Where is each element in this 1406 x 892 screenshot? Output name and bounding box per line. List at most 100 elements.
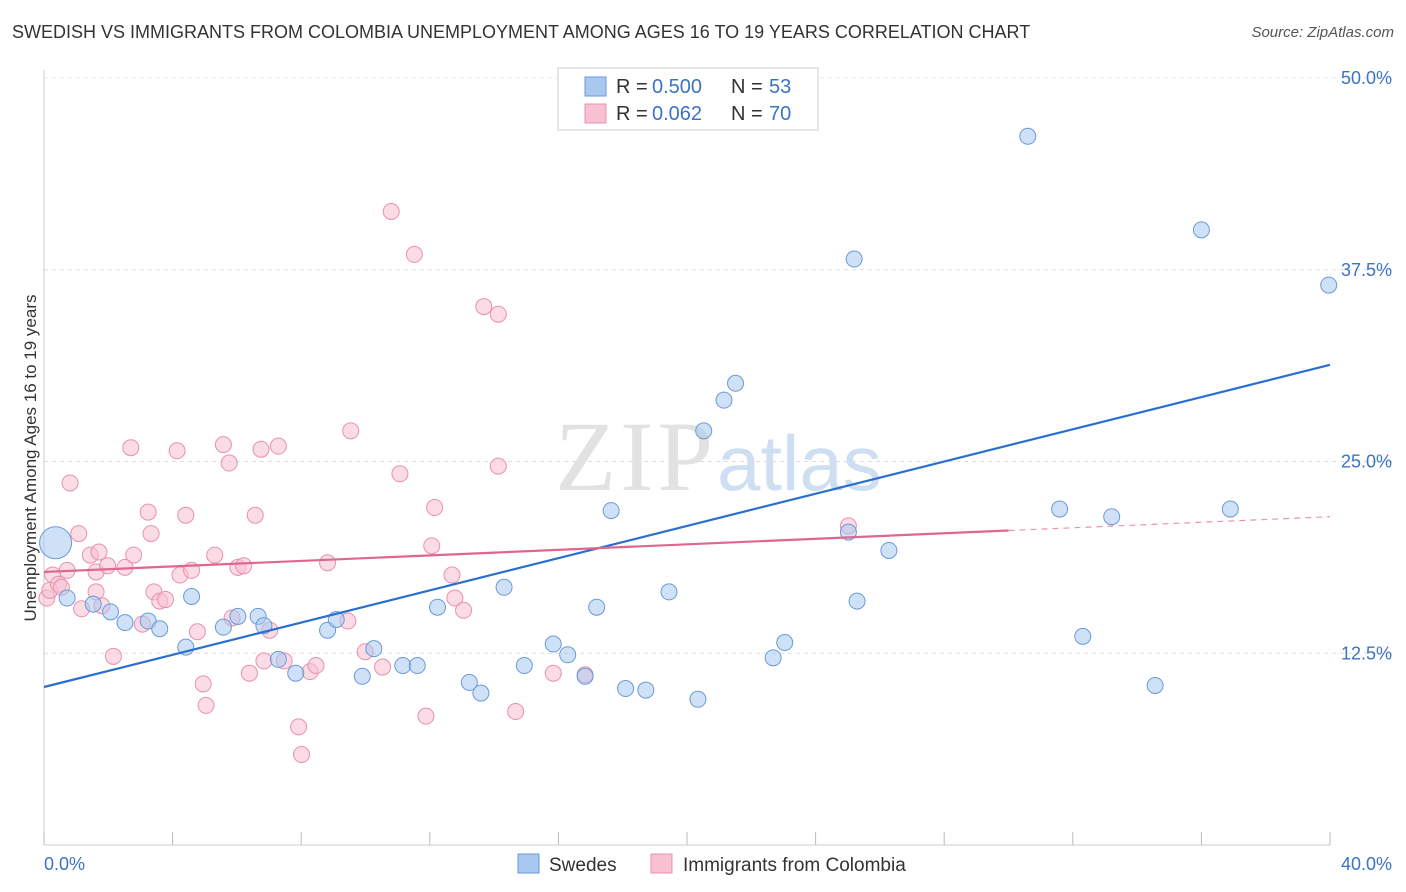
legend-swatch-swedes [584, 76, 607, 97]
swedes-point [845, 250, 863, 268]
colombia-point [307, 657, 325, 675]
swedes-point [588, 598, 606, 616]
x-tick-label-min: 0.0% [44, 854, 85, 874]
colombia-point [168, 442, 186, 460]
colombia-point [544, 664, 562, 682]
colombia-point [139, 503, 157, 521]
colombia-point [194, 675, 212, 693]
colombia-point [405, 245, 423, 263]
colombia-point [214, 436, 232, 454]
x-tick-label-max: 40.0% [1341, 854, 1392, 874]
swedes-point [287, 664, 305, 682]
legend-n-value-colombia: 70 [769, 103, 791, 125]
swedes-point [559, 646, 577, 664]
colombia-point [455, 601, 473, 619]
colombia-point [99, 557, 117, 575]
swedes-point [183, 587, 201, 605]
colombia-point [90, 543, 108, 561]
swedes-point [1192, 221, 1210, 239]
swedes-point [116, 614, 134, 632]
swedes-point [880, 541, 898, 559]
colombia-point [489, 305, 507, 323]
colombia-point [255, 652, 273, 670]
colombia-trend-extension [1008, 516, 1331, 532]
swedes-point [365, 640, 383, 658]
colombia-point [220, 454, 238, 472]
colombia-point [382, 202, 400, 220]
swedes-point [715, 391, 733, 409]
swedes-point [660, 583, 678, 601]
y-tick-label: 25.0% [1341, 452, 1392, 472]
colombia-point [104, 647, 122, 665]
swedes-point [637, 681, 655, 699]
colombia-point [61, 474, 79, 492]
legend-n-value-swedes: 53 [769, 76, 791, 98]
swedes-point [515, 657, 533, 675]
colombia-point [293, 745, 311, 763]
swedes-point [39, 526, 73, 560]
colombia-trend-line [43, 529, 1009, 574]
series-legend: Swedes Immigrants from Colombia [517, 853, 906, 876]
swedes-point [848, 592, 866, 610]
swedes-point [764, 649, 782, 667]
swedes-point [602, 502, 620, 520]
swedes-point [353, 667, 371, 685]
swedes-point [58, 589, 76, 607]
colombia-point [206, 546, 224, 564]
swedes-point [151, 620, 169, 638]
swedes-point [1320, 276, 1338, 294]
swedes-point [214, 618, 232, 636]
swedes-point [495, 578, 513, 596]
swedes-point [689, 690, 707, 708]
colombia-point [70, 525, 88, 543]
colombia-point [391, 465, 409, 483]
chart-source: Source: ZipAtlas.com [1251, 24, 1394, 41]
y-tick-label: 37.5% [1341, 260, 1392, 280]
legend-n-label-colombia: N = [731, 103, 763, 125]
colombia-point [246, 506, 264, 524]
colombia-point [269, 437, 287, 455]
swedes-point [544, 635, 562, 653]
colombia-point [235, 557, 253, 575]
legend-r-label-swedes: R = [616, 76, 648, 98]
bottom-legend-label-colombia: Immigrants from Colombia [683, 855, 906, 876]
swedes-point [472, 684, 490, 702]
colombia-point [374, 658, 392, 676]
swedes-point [394, 657, 412, 675]
colombia-point [443, 566, 461, 584]
swedes-point [1051, 500, 1069, 518]
colombia-point [290, 718, 308, 736]
legend-r-value-swedes: 0.500 [652, 76, 702, 98]
swedes-point [408, 657, 426, 675]
colombia-point [197, 696, 215, 714]
swedes-point [1103, 508, 1121, 526]
legend-n-label-swedes: N = [731, 76, 763, 98]
colombia-point [177, 506, 195, 524]
colombia-point [240, 664, 258, 682]
swedes-point [695, 422, 713, 440]
bottom-legend-swatch-colombia [650, 853, 673, 874]
watermark-zip: ZIP [555, 401, 717, 512]
trend-lines [43, 363, 1331, 689]
swedes-point [839, 523, 857, 541]
colombia-point [423, 537, 441, 555]
watermark: ZIP atlas [555, 401, 882, 512]
swedes-points [39, 69, 1338, 708]
colombia-point [125, 546, 143, 564]
swedes-point [617, 680, 635, 698]
correlation-legend: R = 0.500 N = 53 R = 0.062 N = 70 [557, 67, 819, 131]
swedes-point [460, 673, 478, 691]
swedes-point [1019, 127, 1037, 145]
legend-r-label-colombia: R = [616, 103, 648, 125]
colombia-point [342, 422, 360, 440]
legend-swatch-colombia [584, 103, 607, 124]
swedes-point [1221, 500, 1239, 518]
colombia-point [188, 623, 206, 641]
swedes-point [1146, 676, 1164, 694]
watermark-atlas: atlas [717, 419, 882, 507]
swedes-point [429, 598, 447, 616]
colombia-point [489, 457, 507, 475]
swedes-point [102, 603, 120, 621]
y-tick-label: 12.5% [1341, 643, 1392, 663]
swedes-point [576, 667, 594, 685]
